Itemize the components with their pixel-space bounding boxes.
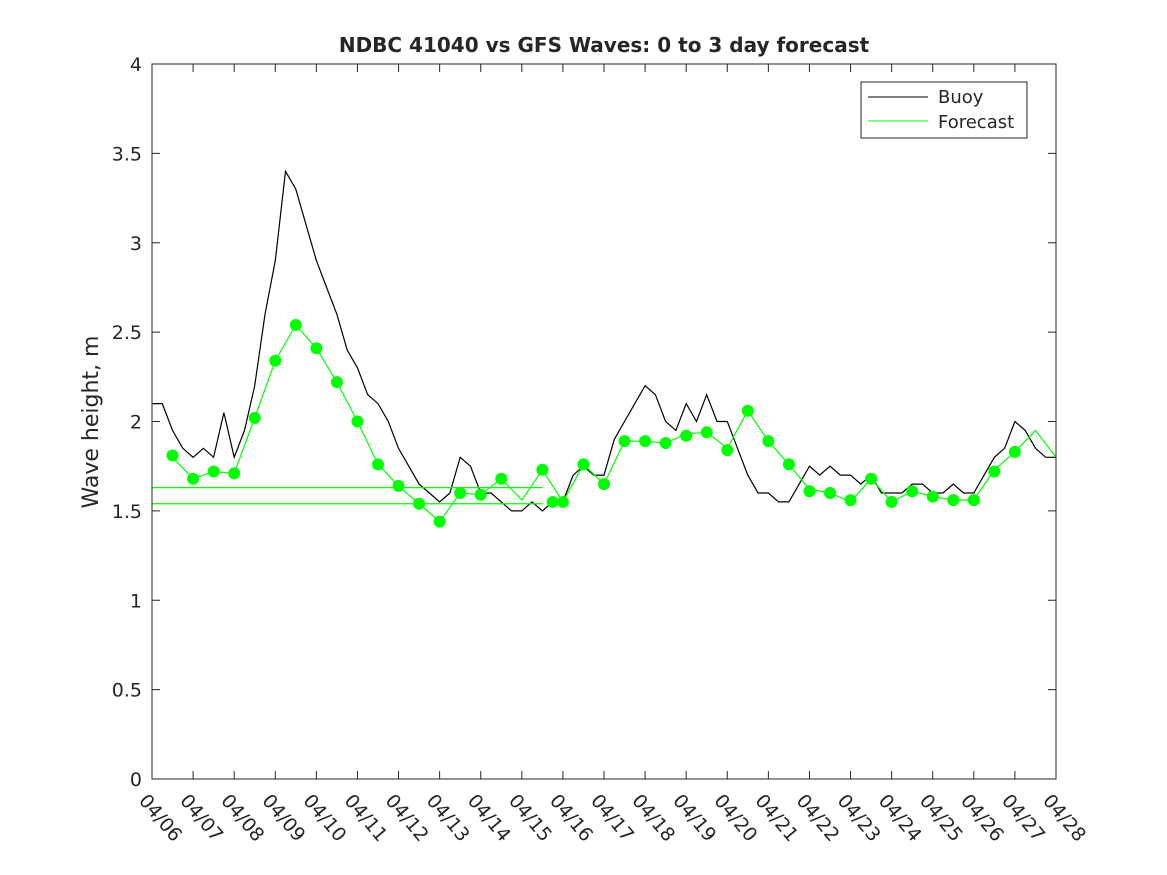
forecast-marker [967, 494, 980, 507]
forecast-marker [865, 472, 878, 485]
forecast-marker [248, 411, 261, 424]
forecast-marker [1008, 445, 1021, 458]
forecast-marker [269, 354, 282, 367]
forecast-marker [392, 479, 405, 492]
x-tick-label: 04/25 [915, 790, 967, 846]
x-axis-ticks: 04/0604/0704/0804/0904/1004/1104/1204/13… [134, 64, 1090, 846]
y-tick-label: 3 [130, 233, 142, 255]
forecast-marker [721, 444, 734, 457]
x-tick-label: 04/07 [175, 790, 227, 846]
forecast-marker [844, 494, 857, 507]
forecast-marker [659, 436, 672, 449]
forecast-marker [741, 404, 754, 417]
forecast-marker [598, 478, 610, 491]
y-tick-label: 1 [130, 590, 142, 612]
forecast-marker [330, 376, 343, 389]
buoy-line [152, 169, 1056, 512]
x-tick-label: 04/24 [874, 790, 926, 846]
x-tick-label: 04/20 [709, 790, 761, 846]
forecast-marker [495, 472, 508, 485]
x-tick-label: 04/08 [216, 790, 268, 846]
forecast-markers [166, 318, 1021, 528]
forecast-marker [228, 467, 241, 480]
chart-title: NDBC 41040 vs GFS Waves: 0 to 3 day fore… [339, 33, 870, 57]
x-tick-label: 04/13 [422, 790, 474, 846]
forecast-marker [926, 490, 939, 503]
forecast-marker [556, 495, 569, 508]
forecast-marker [454, 487, 467, 499]
x-tick-label: 04/09 [257, 790, 309, 846]
x-tick-label: 04/17 [586, 790, 638, 846]
x-tick-label: 04/16 [545, 790, 597, 846]
legend-box [860, 81, 1028, 139]
y-tick-label: 4 [130, 54, 142, 76]
x-tick-label: 04/27 [997, 790, 1049, 846]
x-tick-label: 04/06 [134, 790, 186, 846]
forecast-marker [310, 342, 323, 355]
x-tick-label: 04/12 [381, 790, 433, 846]
forecast-marker [433, 515, 446, 528]
forecast-marker [413, 497, 426, 510]
plot-area-frame [151, 63, 1057, 780]
y-tick-label: 0.5 [112, 680, 142, 702]
x-tick-label: 04/23 [833, 790, 885, 846]
y-tick-label: 2.5 [112, 322, 142, 344]
x-tick-label: 04/22 [792, 790, 844, 846]
forecast-marker [988, 465, 1001, 478]
forecast-marker [700, 426, 713, 439]
x-tick-label: 04/28 [1038, 790, 1090, 846]
forecast-marker [947, 494, 960, 507]
forecast-marker [577, 458, 590, 471]
forecast-marker [782, 458, 795, 471]
forecast-marker [680, 429, 693, 442]
x-tick-label: 04/10 [299, 790, 351, 846]
y-tick-label: 0 [130, 769, 142, 791]
y-axis-label: Wave height, m [79, 336, 104, 509]
y-axis-ticks: 0 0.5 1 1.5 2 2.5 3 3.5 4 [112, 54, 1056, 791]
x-tick-label: 04/14 [463, 790, 515, 846]
buoy-series [152, 169, 1056, 512]
forecast-marker [372, 458, 384, 471]
forecast-series [152, 323, 1057, 523]
x-tick-label: 04/26 [956, 790, 1008, 846]
forecast-marker [187, 472, 200, 485]
legend: Buoy Forecast [860, 81, 1028, 139]
forecast-marker [885, 495, 898, 508]
x-tick-label: 04/11 [340, 790, 392, 846]
x-tick-label: 04/15 [504, 790, 556, 846]
forecast-marker [166, 449, 179, 462]
forecast-marker [207, 465, 220, 478]
y-tick-label: 2 [130, 412, 142, 434]
y-tick-label: 3.5 [112, 143, 142, 165]
forecast-marker [803, 485, 816, 498]
x-tick-label: 04/19 [668, 790, 720, 846]
legend-forecast-label: Forecast [938, 112, 1014, 133]
forecast-marker [289, 318, 302, 331]
forecast-marker [474, 488, 487, 501]
forecast-marker [824, 487, 836, 499]
x-tick-label: 04/18 [627, 790, 679, 846]
forecast-marker [546, 495, 559, 508]
forecast-marker [906, 485, 919, 498]
legend-buoy-label: Buoy [938, 87, 984, 108]
forecast-marker [351, 415, 364, 428]
forecast-marker [618, 435, 631, 448]
forecast-line [172, 323, 1057, 523]
y-tick-label: 1.5 [112, 501, 142, 523]
forecast-marker [536, 463, 549, 476]
forecast-marker [762, 435, 775, 448]
forecast-marker [639, 435, 652, 448]
x-tick-label: 04/21 [751, 790, 803, 846]
